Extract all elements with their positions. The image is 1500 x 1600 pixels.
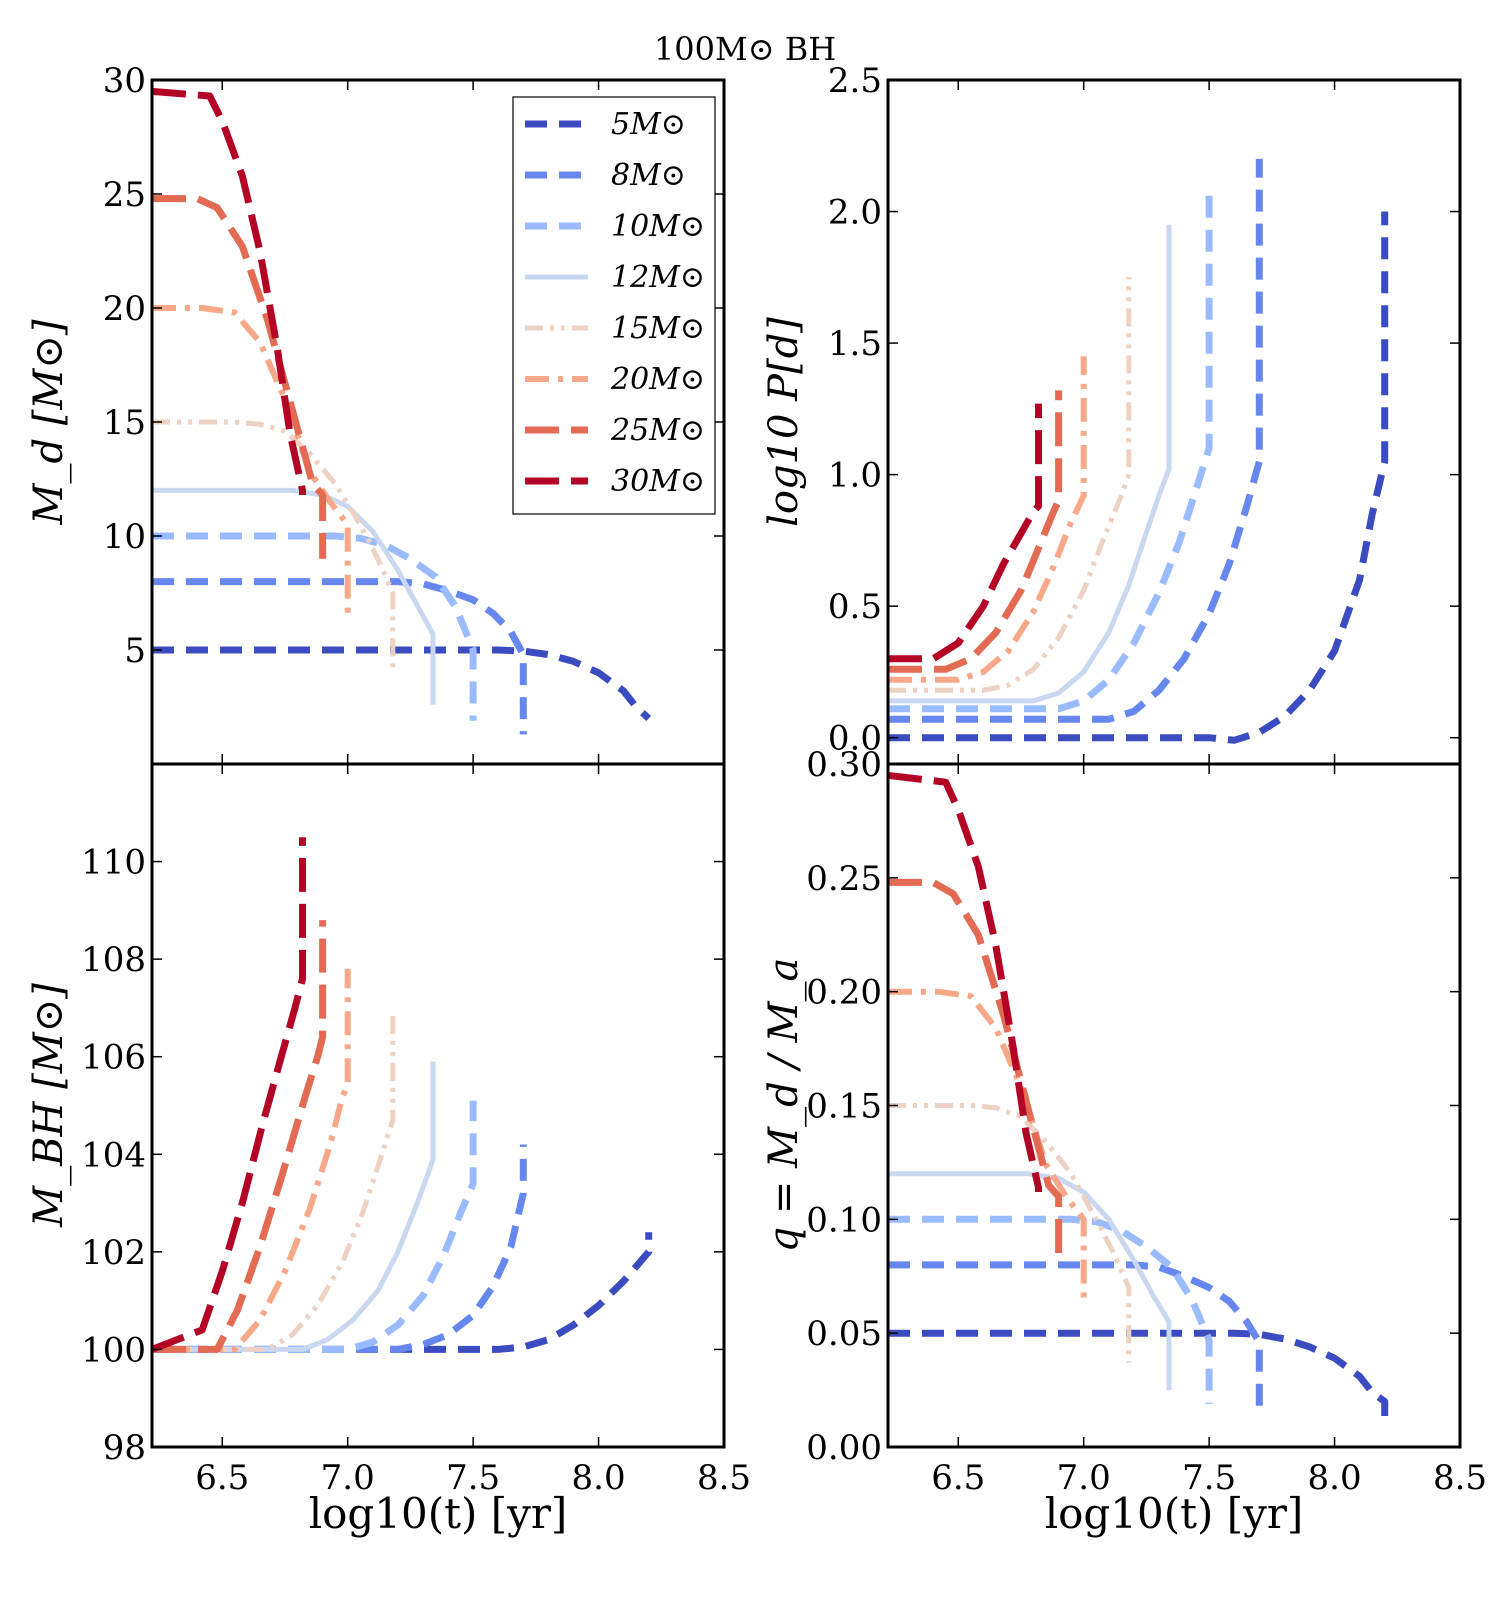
bh_mass-line-5msun — [152, 1232, 653, 1353]
bh_mass-ytick-label: 106 — [81, 1038, 146, 1078]
donor_mass-ylabel: M_d [M⊙] — [26, 319, 72, 525]
bh_mass-ytick-label: 102 — [81, 1233, 146, 1273]
period-ytick-label: 0.0 — [828, 719, 882, 759]
mass_ratio-xtick-label: 7.0 — [1057, 1458, 1111, 1498]
period-line-15msun — [888, 277, 1132, 693]
mass_ratio-line-10msun — [888, 1215, 1213, 1404]
donor_mass-line-20msun — [152, 305, 351, 616]
mass_ratio-ytick-label: 0.10 — [806, 1200, 882, 1240]
period-line-30msun — [888, 403, 1042, 663]
bh_mass-line-10msun — [152, 1100, 477, 1353]
donor_mass-ytick-label: 10 — [103, 517, 146, 557]
legend-label: 15M⊙ — [611, 311, 705, 346]
donor_mass-line-5msun — [152, 646, 652, 721]
mass_ratio-line-15msun — [888, 1103, 1132, 1363]
donor_mass-line-8msun — [152, 578, 527, 735]
legend-label: 5M⊙ — [611, 107, 686, 142]
bh_mass-line-25msun — [152, 920, 327, 1353]
mass_ratio-ytick-label: 0.25 — [806, 859, 882, 899]
bh_mass-xtick-label: 7.0 — [321, 1458, 375, 1498]
mass_ratio-xlabel: log10(t) [yr] — [1045, 1489, 1304, 1538]
donor_mass-line-10msun — [152, 532, 477, 721]
donor_mass-line-30msun — [152, 87, 306, 495]
bh_mass-line-8msun — [152, 1144, 527, 1353]
bh_mass-line-20msun — [152, 968, 351, 1353]
period-frame — [886, 78, 1462, 766]
bh_mass-series — [152, 837, 653, 1353]
mass_ratio-ytick-label: 0.20 — [806, 973, 882, 1013]
bh_mass-xtick-label: 8.0 — [572, 1458, 626, 1498]
bh_mass-ylabel: M_BH [M⊙] — [26, 983, 72, 1228]
period-line-12msun — [888, 224, 1172, 704]
panel-donor_mass: 5 10 15 20 25 30 M_d [M⊙] — [26, 61, 726, 766]
mass_ratio-xtick-label: 8.5 — [1433, 1458, 1487, 1498]
donor_mass-ytick-label: 15 — [103, 403, 146, 443]
donor_mass-ytick-label: 5 — [124, 631, 146, 671]
donor_mass-series — [152, 87, 652, 735]
period-ytick-label: 1.5 — [828, 324, 882, 364]
period-ytick-label: 1.0 — [828, 456, 882, 496]
bh_mass-ytick-label: 98 — [103, 1428, 146, 1468]
legend-label: 30M⊙ — [611, 464, 705, 499]
legend-label: 20M⊙ — [610, 362, 705, 397]
legend-label: 12M⊙ — [611, 260, 705, 295]
mass_ratio-xtick-label: 6.5 — [931, 1458, 985, 1498]
panel-period: 0.0 0.5 1.0 1.5 2.0 2.5 log10 P[d] — [761, 61, 1462, 766]
mass_ratio-line-5msun — [888, 1329, 1389, 1427]
mass_ratio-series — [888, 771, 1389, 1427]
bh_mass-ytick-label: 100 — [81, 1330, 146, 1370]
panel-mass_ratio: 6.5 7.0 7.5 8.0 8.5 0.00 0.05 0.10 0.15 0.20 0.25 0… — [761, 745, 1487, 1538]
bh_mass-xtick-label: 6.5 — [195, 1458, 249, 1498]
bh_mass-xlabel: log10(t) [yr] — [309, 1489, 568, 1538]
mass_ratio-ylabel: q = M_d / M_a — [761, 958, 807, 1253]
bh_mass-line-12msun — [152, 1061, 436, 1352]
donor_mass-ytick-label: 25 — [103, 175, 146, 215]
donor_mass-ytick-label: 20 — [103, 289, 146, 329]
period-ytick-label: 2.5 — [828, 61, 882, 101]
period-ytick-label: 2.0 — [828, 193, 882, 233]
mass_ratio-ytick-label: 0.30 — [806, 745, 882, 785]
donor_mass-line-15msun — [152, 419, 396, 673]
figure-title: 100M⊙ BH — [654, 30, 836, 68]
period-ytick-label: 0.5 — [828, 587, 882, 627]
panel-bh_mass: 6.5 7.0 7.5 8.0 8.5 98 100 102 104 106 108 110 M_BH … — [26, 762, 751, 1538]
mass_ratio-ytick-label: 0.15 — [806, 1087, 882, 1127]
mass_ratio-ytick-label: 0.05 — [806, 1314, 882, 1354]
period-ylabel: log10 P[d] — [761, 317, 807, 527]
legend-box — [512, 96, 716, 515]
mass_ratio-line-30msun — [888, 771, 1042, 1192]
mass_ratio-ytick-label: 0.00 — [806, 1428, 882, 1468]
legend-label: 25M⊙ — [610, 413, 705, 448]
bh_mass-ytick-label: 104 — [81, 1135, 146, 1175]
legend-label: 8M⊙ — [611, 158, 686, 193]
legend-label: 10M⊙ — [611, 209, 705, 244]
bh_mass-xtick-label: 8.5 — [697, 1458, 751, 1498]
period-series — [888, 158, 1389, 744]
bh_mass-ytick-label: 110 — [81, 843, 146, 883]
bh_mass-frame — [150, 762, 726, 1449]
bh_mass-line-30msun — [152, 837, 306, 1353]
mass_ratio-xtick-label: 7.5 — [1182, 1458, 1236, 1498]
period-line-25msun — [888, 390, 1063, 673]
legend: 5M⊙ 8M⊙ 10M⊙ 12M⊙ 15M⊙ 20M⊙ 25M⊙ 30M⊙ — [512, 96, 716, 515]
donor_mass-ytick-label: 30 — [103, 61, 146, 101]
bh_mass-ytick-label: 108 — [81, 940, 146, 980]
period-line-8msun — [888, 158, 1263, 723]
bh_mass-xtick-label: 7.5 — [446, 1458, 500, 1498]
mass_ratio-line-8msun — [888, 1261, 1263, 1416]
mass_ratio-line-25msun — [888, 878, 1063, 1258]
period-line-20msun — [888, 356, 1087, 683]
mass_ratio-xtick-label: 8.0 — [1308, 1458, 1362, 1498]
donor_mass-line-25msun — [152, 195, 327, 559]
period-line-10msun — [888, 185, 1213, 713]
